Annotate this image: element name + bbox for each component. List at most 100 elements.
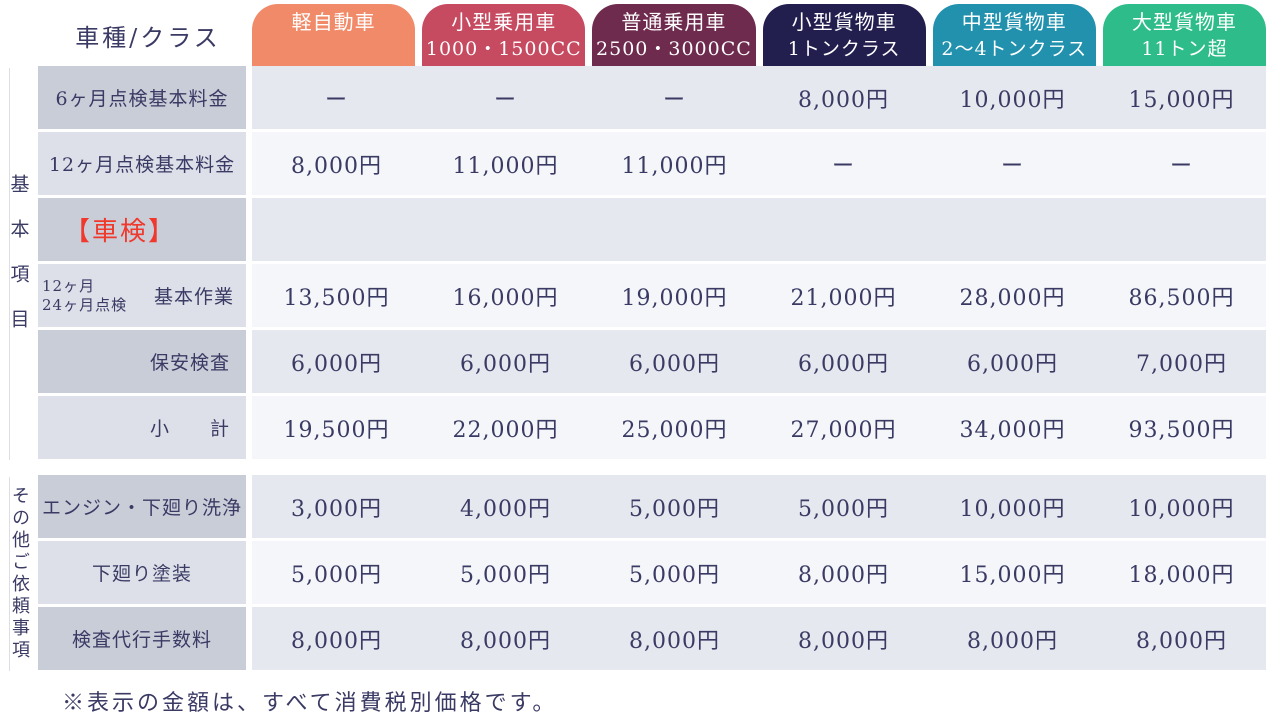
price-cell: [421, 198, 590, 261]
table-row: 保安検査 6,000円 6,000円 6,000円 6,000円 6,000円 7,000円: [38, 330, 1280, 393]
label-data-gap: [246, 541, 252, 604]
column-header-chip-4: 小型貨物車 1トンクラス: [762, 4, 926, 66]
price-cell: 11,000円: [452, 153, 559, 179]
price-cell: 6,000円: [629, 351, 720, 377]
column-header-chip-5: 中型貨物車 2〜4トンクラス: [932, 4, 1096, 66]
row-cells: 3,000円 4,000円 5,000円 5,000円 10,000円 10,000円: [252, 475, 1266, 538]
price-cell: ー: [1000, 153, 1024, 179]
price-cell: 5,000円: [629, 562, 720, 588]
column-header-chip-3: 普通乗用車 2500・3000CC: [592, 4, 756, 66]
price-cell: 10,000円: [959, 496, 1066, 522]
column-header-sublabel: 1000・1500CC: [425, 38, 582, 60]
price-cell: 8,000円: [798, 562, 889, 588]
price-cell: 6,000円: [291, 351, 382, 377]
price-cell: 27,000円: [790, 417, 897, 443]
price-cell: 4,000円: [460, 496, 551, 522]
row-group: その他ご依頼事項 エンジン・下廻り洗浄 3,000円 4,000円 5,000円 5,00…: [0, 475, 1280, 673]
column-header-label: 小型乗用車: [451, 10, 557, 34]
label-data-gap: [246, 475, 252, 538]
row-label: 6ヶ月点検基本料金: [38, 66, 246, 129]
price-cell: 15,000円: [1128, 87, 1235, 113]
price-cell: 10,000円: [1128, 496, 1235, 522]
row-label: 保安検査: [38, 330, 246, 393]
label-data-gap: [246, 607, 252, 670]
price-cell: 22,000円: [452, 417, 559, 443]
row-cells: 5,000円 5,000円 5,000円 8,000円 15,000円 18,000円: [252, 541, 1266, 604]
price-cell: 8,000円: [291, 628, 382, 654]
price-cell: 15,000円: [959, 562, 1066, 588]
tax-footnote: ※表示の金額は、すべて消費税別価格です。: [62, 691, 558, 716]
corner-label: 車種/クラス: [75, 23, 221, 52]
price-cell: 8,000円: [967, 628, 1058, 654]
group-rows: 6ヶ月点検基本料金ーーー 8,000円 10,000円 15,000円 12ヶ月点検基本…: [38, 66, 1280, 462]
price-cell: 6,000円: [798, 351, 889, 377]
price-cell: ー: [662, 87, 686, 113]
row-label: 12ヶ月 24ヶ月点検 基本作業: [38, 264, 246, 327]
price-cell: ー: [831, 153, 855, 179]
price-cell: [928, 198, 1097, 261]
price-cell: 16,000円: [452, 285, 559, 311]
label-data-gap: [246, 198, 252, 261]
price-cell: 34,000円: [959, 417, 1066, 443]
table-row: 12ヶ月 24ヶ月点検 基本作業 13,500円 16,000円 19,000円 21,0…: [38, 264, 1280, 327]
group-label: 基本項目: [7, 174, 30, 354]
price-cell: 8,000円: [798, 628, 889, 654]
price-cell: 7,000円: [1136, 351, 1227, 377]
row-sublabel: 12ヶ月 24ヶ月点検: [42, 276, 128, 314]
price-cell: 18,000円: [1128, 562, 1235, 588]
label-data-gap: [246, 264, 252, 327]
price-cell: [252, 198, 421, 261]
column-header-chip-6: 大型貨物車 11トン超: [1102, 4, 1267, 66]
price-cell: 5,000円: [629, 496, 720, 522]
price-cell: 28,000円: [959, 285, 1066, 311]
row-cells: 8,000円 8,000円 8,000円 8,000円 8,000円 8,000円: [252, 607, 1266, 670]
price-cell: [1097, 198, 1266, 261]
column-header-sublabel: 2〜4トンクラス: [941, 38, 1088, 60]
price-cell: [759, 198, 928, 261]
row-cells: ー ー ー 8,000円 10,000円 15,000円: [252, 66, 1266, 129]
table-body: 基本項目 6ヶ月点検基本料金ーーー 8,000円 10,000円 15,000円 12ヶ月…: [0, 66, 1280, 673]
group-rows: エンジン・下廻り洗浄 3,000円 4,000円 5,000円 5,000円 10,000…: [38, 475, 1280, 673]
price-cell: 11,000円: [621, 153, 728, 179]
row-cells: 6,000円 6,000円 6,000円 6,000円 6,000円 7,000円: [252, 330, 1266, 393]
label-data-gap: [246, 66, 252, 129]
price-cell: 93,500円: [1128, 417, 1235, 443]
column-header-chip-2: 小型乗用車 1000・1500CC: [422, 4, 586, 66]
column-header-label: 軽自動車: [291, 10, 376, 34]
row-label: 下廻り塗装: [38, 541, 246, 604]
price-cell: 21,000円: [790, 285, 897, 311]
price-cell: 19,000円: [621, 285, 728, 311]
column-header-label: 大型貨物車: [1131, 10, 1237, 34]
price-cell: 5,000円: [291, 562, 382, 588]
row-cells: 13,500円 16,000円 19,000円 21,000円 28,000円 86,50…: [252, 264, 1266, 327]
price-cell: 5,000円: [460, 562, 551, 588]
table-row: 12ヶ月点検基本料金 8,000円 11,000円 11,000円 ー ー ー: [38, 132, 1280, 195]
price-cell: 6,000円: [967, 351, 1058, 377]
price-cell: 5,000円: [798, 496, 889, 522]
price-cell: 8,000円: [291, 153, 382, 179]
price-cell: 3,000円: [291, 496, 382, 522]
table-row: エンジン・下廻り洗浄 3,000円 4,000円 5,000円 5,000円 10,000…: [38, 475, 1280, 538]
price-cell: 8,000円: [460, 628, 551, 654]
row-cells: 8,000円 11,000円 11,000円 ー ー ー: [252, 132, 1266, 195]
column-header-label: 小型貨物車: [791, 10, 897, 34]
label-data-gap: [246, 330, 252, 393]
price-cell: 8,000円: [798, 87, 889, 113]
group-side: その他ご依頼事項: [0, 475, 38, 673]
row-group: 基本項目 6ヶ月点検基本料金ーーー 8,000円 10,000円 15,000円 12ヶ月…: [0, 66, 1280, 462]
column-header-chip-1: 軽自動車: [252, 4, 416, 66]
column-header-label: 中型貨物車: [961, 10, 1067, 34]
price-cell: ー: [1169, 153, 1193, 179]
price-cell: 6,000円: [460, 351, 551, 377]
price-cell: 8,000円: [1136, 628, 1227, 654]
table-row: 6ヶ月点検基本料金 ー ー ー 8,000円 10,000円 15,000円: [38, 66, 1280, 129]
price-cell: 86,500円: [1128, 285, 1235, 311]
row-cells: 19,500円 22,000円 25,000円 27,000円 34,000円 93,50…: [252, 396, 1266, 459]
price-cell: ー: [324, 87, 348, 113]
row-label: 【車検】: [38, 198, 246, 261]
table-row: 検査代行手数料 8,000円 8,000円 8,000円 8,000円 8,000円 8,0…: [38, 607, 1280, 670]
column-header-sublabel: 11トン超: [1141, 38, 1228, 60]
price-cell: 25,000円: [621, 417, 728, 443]
column-header-sublabel: 1トンクラス: [787, 38, 901, 60]
